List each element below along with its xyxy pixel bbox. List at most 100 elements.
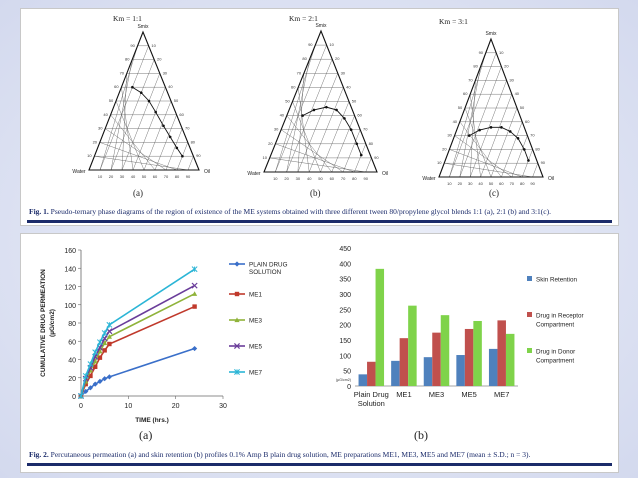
tick-label: 30 [447,133,452,138]
series-me3 [78,291,198,399]
tick-label: 10 [151,43,156,48]
boundary-point [162,124,165,128]
data-point [233,342,241,350]
boundary-point [343,117,346,120]
data-point [97,348,103,354]
boundary-point [349,128,353,131]
x-tick-label: 0 [79,403,83,410]
y-tick-label: 40 [68,358,76,365]
y-tick-label: 120 [64,285,76,292]
tick-label: 50 [109,98,114,103]
tick-label: 30 [468,181,473,186]
tick-label: 80 [302,56,307,61]
boundary-point [335,108,338,112]
figure-1-panel: 10 10 10 20 20 20 30 30 30 40 40 40 50 50 50 60 60 60 70 70… [20,8,619,226]
y-tick-label: 350 [339,277,351,284]
bar-group [423,315,450,386]
grid-line [110,114,156,171]
tick-label: 20 [458,181,463,186]
legend-label: ME7 [249,370,262,377]
legend-label: ME1 [249,292,262,299]
caption-rule [27,220,612,223]
y-axis-label-unit: (µG/cm2) [49,309,56,337]
tick-label: 90 [363,176,368,181]
boundary-point [359,153,363,157]
grid-line [470,80,507,178]
tick-label: 50 [318,176,323,181]
legend-label: Drug in Receptor [536,313,584,320]
y-tick-label: 80 [68,321,76,328]
bar [505,333,515,386]
boundary-point [154,110,157,114]
y-tick-label: 140 [64,266,76,273]
tick-label: 70 [341,176,346,181]
y-tick-label: 450 [339,246,351,253]
bar [399,338,409,386]
vertex-label-smix: Smix [485,31,497,37]
data-point [88,373,93,379]
tick-label: 40 [168,84,173,89]
panel-label-a: (a) [139,428,153,442]
bar [367,361,376,386]
vertex-label-water: Water [422,176,435,182]
bar [456,355,465,386]
y-tick-label: 0 [72,394,76,401]
grid-line [154,114,177,171]
tick-label: 60 [179,112,184,117]
tick-label: 90 [479,50,484,55]
y-tick-label: 200 [339,323,351,330]
bar-group [391,305,417,386]
tick-label: 40 [453,119,458,124]
data-point [97,355,103,360]
tick-label: 10 [437,160,442,165]
legend-entry: Drug in Receptor Compartment [527,312,584,329]
legend-swatch [527,276,532,281]
bar [488,348,498,386]
boundary-point [301,114,304,117]
data-point [102,348,107,353]
tick-label: 20 [284,176,289,181]
tick-label: 90 [130,43,135,48]
tick-label: 70 [120,70,125,75]
bar [408,305,417,386]
tick-label: 10 [499,50,504,55]
grid-line [280,129,344,173]
tick-label: 80 [520,181,525,186]
grid-line [165,128,183,171]
grid-line [143,100,172,171]
phase-boundary [302,106,362,156]
tick-label: 20 [442,146,447,151]
grid-line [459,121,502,178]
legend-label: Compartment [536,322,574,329]
grid-line [331,115,355,173]
tick-label: 60 [463,91,468,96]
figure-2-panel: 0 20 40 60 80 100 120 140 160 0 10 20 30 TIME (hrs.) C… [20,233,619,473]
vertex-label-water: Water [72,169,85,175]
permeation-line-chart: 0 20 40 60 80 100 120 140 160 0 10 20 30 TIME (hrs.) C… [40,248,288,424]
tick-label: 50 [458,105,463,110]
x-tick-label: 10 [124,403,132,410]
bar-group [488,320,515,386]
tick-label: 70 [297,70,302,75]
ternary-diagram-b: 10 10 10 20 20 20 30 30 30 40 40 40 50 50 50 60 60 60 70 70… [247,23,388,181]
tick-label: 80 [352,176,357,181]
tick-label: 80 [535,146,540,151]
tick-label: 50 [174,98,179,103]
grid-line [99,142,178,171]
tick-label: 20 [335,56,340,61]
boundary-point [355,142,359,146]
tick-label: 40 [346,84,351,89]
grid-line [490,107,518,178]
tick-label: 90 [196,153,201,158]
tick-label: 90 [308,42,313,47]
tick-label: 30 [509,77,514,82]
tick-label: 90 [374,155,379,160]
boundary-point [489,126,493,129]
tick-label: 40 [103,112,108,117]
y-tick-label: 60 [68,339,76,346]
y-tick-label: 300 [339,292,351,299]
boundary-point [312,108,316,112]
data-point [107,341,112,347]
y-axis-unit: (µG/cm2) [336,378,351,382]
